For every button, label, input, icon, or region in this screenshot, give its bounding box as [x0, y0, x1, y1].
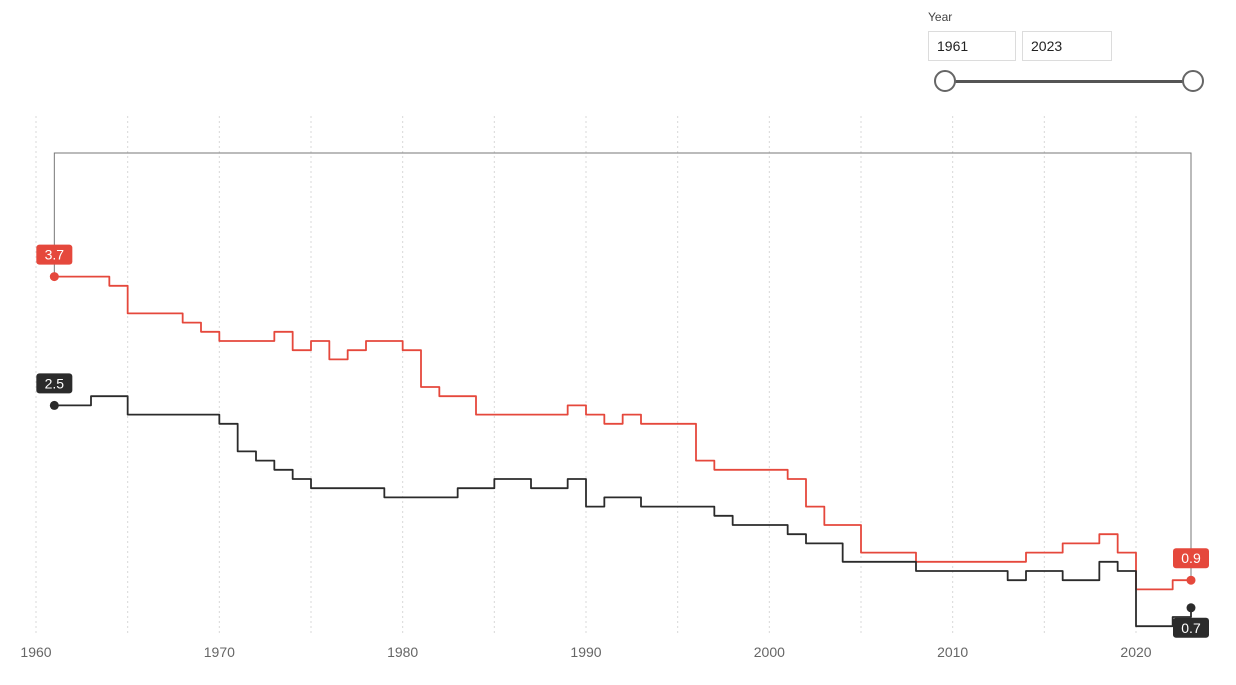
- series-end-point: [1186, 603, 1196, 613]
- range-bracket: [53, 152, 1192, 581]
- x-tick-label: 1960: [20, 644, 51, 660]
- x-tick-label: 2020: [1120, 644, 1151, 660]
- value-badge: [1173, 617, 1209, 638]
- series-line-1: [54, 395, 1192, 628]
- value-label: 3.7: [45, 247, 65, 263]
- value-badge: [36, 244, 73, 265]
- x-tick-label: 1970: [204, 644, 235, 660]
- x-tick-label: 2010: [937, 644, 968, 660]
- value-label: 0.7: [1181, 620, 1201, 636]
- end-year-slider-handle[interactable]: [1182, 70, 1204, 92]
- series-start-point: [49, 400, 59, 410]
- year-range-control: Year 1961 2023: [928, 10, 1218, 100]
- year-slider-track[interactable]: [946, 80, 1196, 83]
- x-tick-label: 1980: [387, 644, 418, 660]
- grid-lines: [35, 116, 1137, 634]
- value-badge: [36, 373, 73, 394]
- value-label: 2.5: [45, 375, 65, 391]
- year-label: Year: [928, 10, 953, 24]
- series-start-point: [49, 272, 59, 282]
- value-label: 0.9: [1181, 550, 1201, 566]
- x-axis-ticks: 1960 1970 1980 1990 2000 2010 2020: [20, 644, 1151, 660]
- series-lines: [54, 275, 1192, 628]
- value-badge: [1173, 548, 1209, 569]
- end-year-input[interactable]: 2023: [1022, 31, 1112, 61]
- start-year-slider-handle[interactable]: [934, 70, 956, 92]
- x-tick-label: 2000: [754, 644, 785, 660]
- year-range-bracket-line: [53, 152, 1192, 581]
- series-line-0: [54, 275, 1191, 591]
- start-year-input[interactable]: 1961: [928, 31, 1016, 61]
- series-end-point: [1186, 575, 1196, 585]
- x-tick-label: 1990: [570, 644, 601, 660]
- value-labels: 3.7 0.9 2.5 0.7: [36, 244, 1209, 638]
